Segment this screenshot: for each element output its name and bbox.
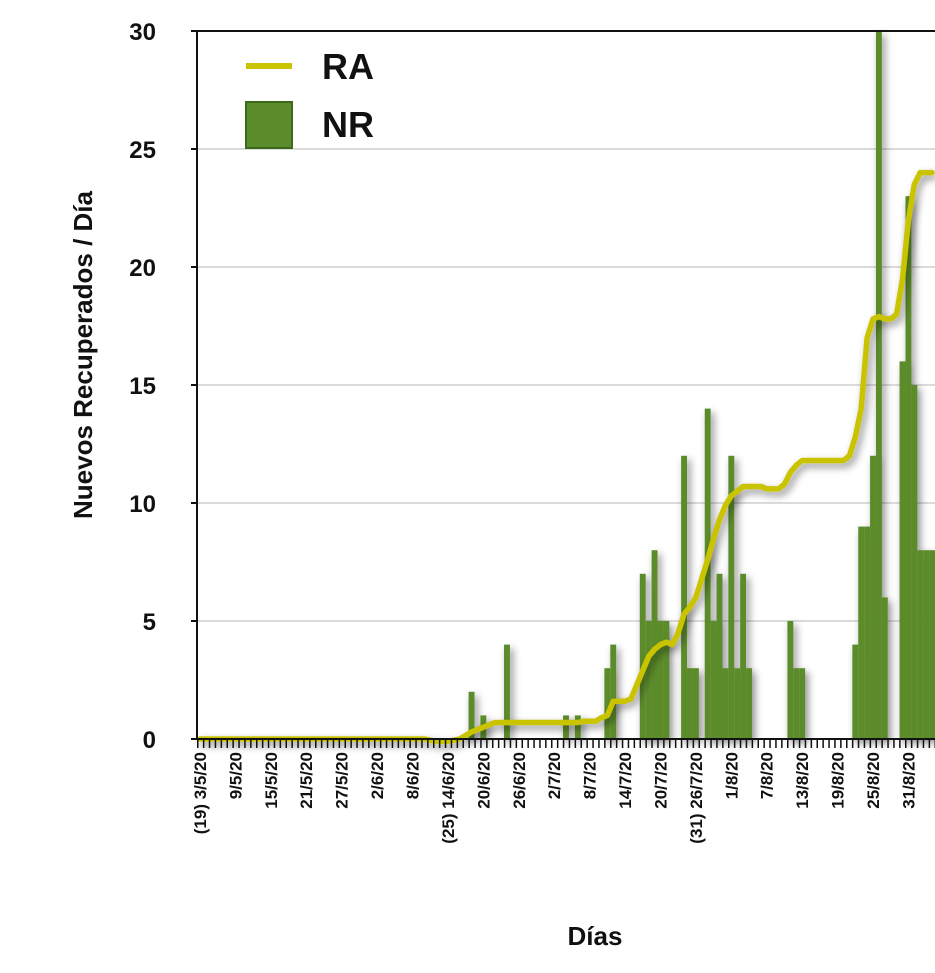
bar: [793, 668, 800, 739]
y-tick-label: 30: [129, 19, 156, 46]
y-tick-label: 0: [143, 727, 156, 754]
bar: [923, 550, 930, 739]
bar: [734, 668, 741, 739]
bar: [639, 573, 646, 739]
bar: [787, 621, 794, 739]
bar: [875, 31, 882, 739]
bar: [692, 668, 699, 739]
line: [197, 169, 935, 745]
bar: [746, 668, 752, 739]
bar: [722, 668, 729, 739]
bar: [864, 526, 871, 739]
x-tick-label: 25/8/20: [864, 752, 883, 809]
x-tick-label: 27/5/20: [333, 752, 352, 809]
x-tick-label: 20/7/20: [651, 752, 670, 809]
x-tick-label: 8/6/20: [403, 752, 422, 799]
legend-label: NR: [322, 104, 374, 145]
x-tick-label: 13/8/20: [793, 752, 812, 809]
bar: [610, 644, 617, 739]
y-tick-label: 5: [143, 609, 156, 636]
bar: [917, 550, 924, 739]
y-tick-label: 25: [129, 137, 156, 164]
bar: [468, 691, 475, 739]
bar: [681, 455, 688, 739]
grid: [197, 30, 935, 740]
bar: [728, 455, 735, 739]
bar: [905, 196, 912, 739]
legend: RA NR: [245, 46, 374, 149]
bar: [563, 715, 569, 739]
bar: [604, 668, 611, 739]
legend-swatch: [245, 101, 293, 149]
tick-labels: 0 5 10 15 20 25 30 (19) 3/5/20 9/5/20 15/5/20 21/5…: [129, 19, 918, 844]
bar: [687, 668, 693, 739]
bar: [870, 455, 876, 739]
x-axis-label: Días: [568, 921, 623, 951]
bar: [740, 573, 747, 739]
bar: [645, 621, 652, 739]
lines: [197, 169, 935, 745]
x-tick-label: 26/6/20: [510, 752, 529, 809]
x-tick-label: 2/7/20: [545, 752, 564, 799]
bar: [651, 550, 658, 739]
x-tick-label: 14/7/20: [616, 752, 635, 809]
bar: [899, 361, 906, 739]
x-tick-label: (19) 3/5/20: [191, 752, 210, 834]
bar: [911, 385, 918, 739]
bars: [468, 31, 935, 739]
x-tick-label: 15/5/20: [262, 752, 281, 809]
bar: [716, 573, 723, 739]
x-tick-label: (31) 26/7/20: [687, 752, 706, 844]
x-tick-label: 31/8/20: [899, 752, 918, 809]
bar: [504, 644, 510, 739]
bar: [858, 526, 865, 739]
x-tick-label: 21/5/20: [297, 752, 316, 809]
x-tick-label: 9/5/20: [226, 752, 245, 799]
x-tick-label: 2/6/20: [368, 752, 387, 799]
x-tick-label: (25) 14/6/20: [439, 752, 458, 844]
x-tick-label: 7/8/20: [758, 752, 777, 799]
bar: [663, 621, 670, 739]
y-axis-label: Nuevos Recuperados / Día: [68, 190, 98, 519]
bar: [710, 621, 717, 739]
bar: [799, 668, 806, 739]
y-tick-label: 15: [129, 373, 156, 400]
x-tick-label: 19/8/20: [829, 752, 848, 809]
x-tick-label: 1/8/20: [722, 752, 741, 799]
legend-label: RA: [322, 46, 374, 87]
bar: [929, 550, 935, 739]
bar: [657, 621, 664, 739]
x-tick-label: 8/7/20: [581, 752, 600, 799]
bar: [852, 644, 859, 739]
bar: [704, 408, 711, 739]
x-tick-label: 20/6/20: [474, 752, 493, 809]
bar: [574, 715, 581, 739]
y-tick-label: 10: [129, 491, 156, 518]
bar: [881, 597, 888, 739]
y-tick-label: 20: [129, 255, 156, 282]
